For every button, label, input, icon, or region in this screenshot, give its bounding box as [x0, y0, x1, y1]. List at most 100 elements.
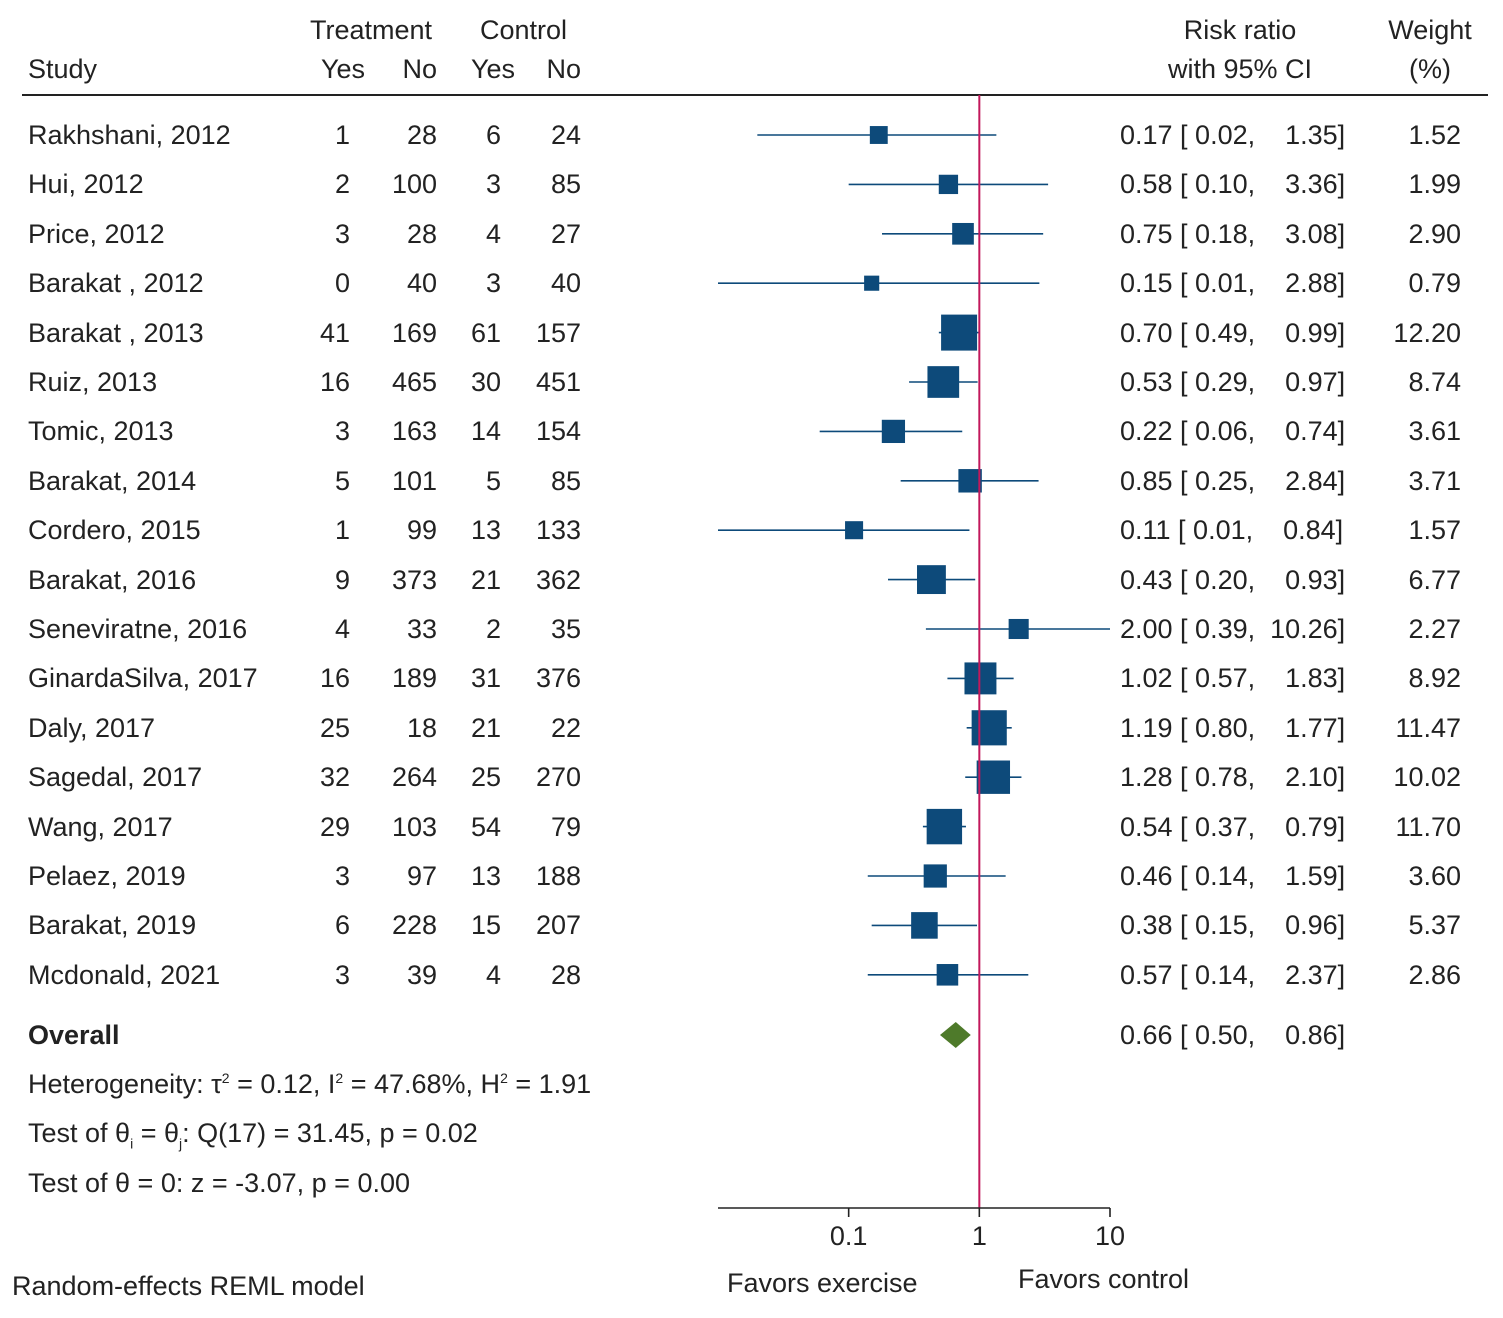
- control-no: 35: [550, 614, 581, 644]
- header-rule: [22, 94, 1488, 96]
- weight-value: 2.27: [1408, 614, 1461, 644]
- treatment-yes: 32: [319, 762, 350, 793]
- overall-label: Overall: [28, 1020, 120, 1050]
- control-yes: 31: [470, 663, 501, 694]
- ci-text: 0.70 [ 0.49, 0.99]: [1120, 317, 1346, 348]
- weight-value: 0.79: [1408, 268, 1461, 299]
- study-name: Barakat, 2014: [28, 465, 197, 496]
- study-name: Barakat, 2019: [28, 910, 197, 941]
- treatment-yes: 5: [334, 465, 350, 496]
- treatment-no: 228: [391, 910, 437, 941]
- overall-effect-test: Test of θ = 0: z = -3.07, p = 0.00: [28, 1168, 410, 1198]
- control-no: 24: [550, 120, 581, 150]
- control-no: 451: [535, 367, 581, 397]
- weight-value: 8.92: [1408, 663, 1461, 694]
- control-no: 270: [535, 762, 581, 793]
- point-estimate-marker: [964, 662, 997, 695]
- x-tick-label: 0.1: [830, 1221, 868, 1251]
- col-header-control-no: No: [546, 54, 581, 84]
- treatment-yes: 3: [334, 416, 350, 447]
- ci-text: 0.85 [ 0.25, 2.84]: [1120, 465, 1346, 496]
- treatment-no: 100: [391, 169, 437, 200]
- treatment-yes: 25: [319, 712, 350, 743]
- ci-text: 0.53 [ 0.29, 0.97]: [1120, 367, 1346, 397]
- treatment-no: 101: [391, 465, 437, 496]
- point-estimate-marker: [881, 419, 906, 444]
- study-name: GinardaSilva, 2017: [28, 663, 258, 694]
- x-tick-label: 1: [972, 1221, 987, 1251]
- favors-left-label: Favors exercise: [727, 1268, 918, 1298]
- col-header-control-yes: Yes: [470, 54, 515, 84]
- study-name: Cordero, 2015: [28, 515, 201, 546]
- control-no: 22: [550, 712, 581, 743]
- weight-value: 5.37: [1408, 910, 1461, 941]
- control-yes: 13: [470, 861, 501, 891]
- treatment-no: 465: [391, 367, 437, 397]
- heterogeneity-stats: Heterogeneity: τ2 = 0.12, I2 = 47.68%, H…: [28, 1069, 592, 1099]
- treatment-yes: 9: [334, 564, 350, 595]
- col-header-weight: Weight: [1388, 15, 1472, 45]
- treatment-no: 264: [391, 762, 437, 793]
- point-estimate-marker: [911, 912, 938, 939]
- point-estimate-marker: [845, 521, 864, 540]
- ci-text: 0.46 [ 0.14, 1.59]: [1120, 861, 1346, 891]
- ci-text: 0.43 [ 0.20, 0.93]: [1120, 564, 1346, 595]
- treatment-no: 39: [406, 959, 437, 990]
- control-no: 40: [550, 268, 581, 299]
- control-yes: 2: [485, 614, 501, 644]
- treatment-no: 28: [406, 218, 437, 249]
- control-no: 157: [535, 317, 581, 348]
- weight-value: 10.02: [1393, 762, 1461, 793]
- col-header-study: Study: [28, 54, 98, 84]
- treatment-yes: 6: [334, 910, 350, 941]
- point-estimate-marker: [917, 565, 946, 595]
- treatment-no: 33: [406, 614, 437, 644]
- ci-text: 0.38 [ 0.15, 0.96]: [1120, 910, 1346, 941]
- favors-right-label: Favors control: [1018, 1264, 1190, 1294]
- treatment-yes: 29: [319, 811, 350, 842]
- point-estimate-marker: [923, 864, 947, 888]
- control-yes: 21: [470, 564, 501, 595]
- study-name: Rakhshani, 2012: [28, 120, 231, 150]
- ci-text: 2.00 [ 0.39, 10.26]: [1120, 614, 1346, 644]
- treatment-yes: 2: [334, 169, 350, 200]
- treatment-yes: 4: [334, 614, 350, 644]
- control-yes: 21: [470, 712, 501, 743]
- control-yes: 5: [485, 465, 501, 496]
- model-label: Random-effects REML model: [12, 1271, 365, 1301]
- ci-text: 0.58 [ 0.10, 3.36]: [1120, 169, 1346, 200]
- ci-text: 1.28 [ 0.78, 2.10]: [1120, 762, 1346, 793]
- treatment-no: 18: [406, 712, 437, 743]
- point-estimate-marker: [1008, 618, 1029, 640]
- point-estimate-marker: [958, 469, 982, 493]
- point-estimate-marker: [869, 126, 888, 144]
- study-name: Sagedal, 2017: [28, 762, 203, 793]
- treatment-yes: 16: [319, 367, 350, 397]
- control-yes: 14: [470, 416, 501, 447]
- study-name: Price, 2012: [28, 218, 165, 249]
- ci-text: 0.22 [ 0.06, 0.74]: [1120, 416, 1346, 447]
- control-yes: 3: [485, 268, 501, 299]
- point-estimate-marker: [936, 964, 959, 986]
- control-no: 85: [550, 169, 581, 200]
- point-estimate-marker: [941, 314, 978, 351]
- study-name: Wang, 2017: [28, 811, 173, 842]
- treatment-no: 189: [391, 663, 437, 694]
- weight-value: 11.47: [1395, 712, 1461, 743]
- control-no: 207: [535, 910, 581, 941]
- point-estimate-marker: [927, 366, 960, 398]
- treatment-yes: 0: [334, 268, 350, 299]
- treatment-yes: 1: [334, 120, 350, 150]
- control-yes: 3: [485, 169, 501, 200]
- control-yes: 4: [485, 218, 501, 249]
- study-name: Barakat, 2016: [28, 564, 197, 595]
- control-no: 133: [535, 515, 581, 546]
- treatment-no: 373: [391, 564, 437, 595]
- control-yes: 4: [485, 959, 501, 990]
- ci-text: 0.17 [ 0.02, 1.35]: [1120, 120, 1346, 150]
- control-no: 27: [550, 218, 581, 249]
- col-header-treatment-yes: Yes: [320, 54, 365, 84]
- col-header-risk-ratio: Risk ratio: [1183, 15, 1297, 45]
- point-estimate-marker: [976, 760, 1011, 794]
- treatment-yes: 3: [334, 959, 350, 990]
